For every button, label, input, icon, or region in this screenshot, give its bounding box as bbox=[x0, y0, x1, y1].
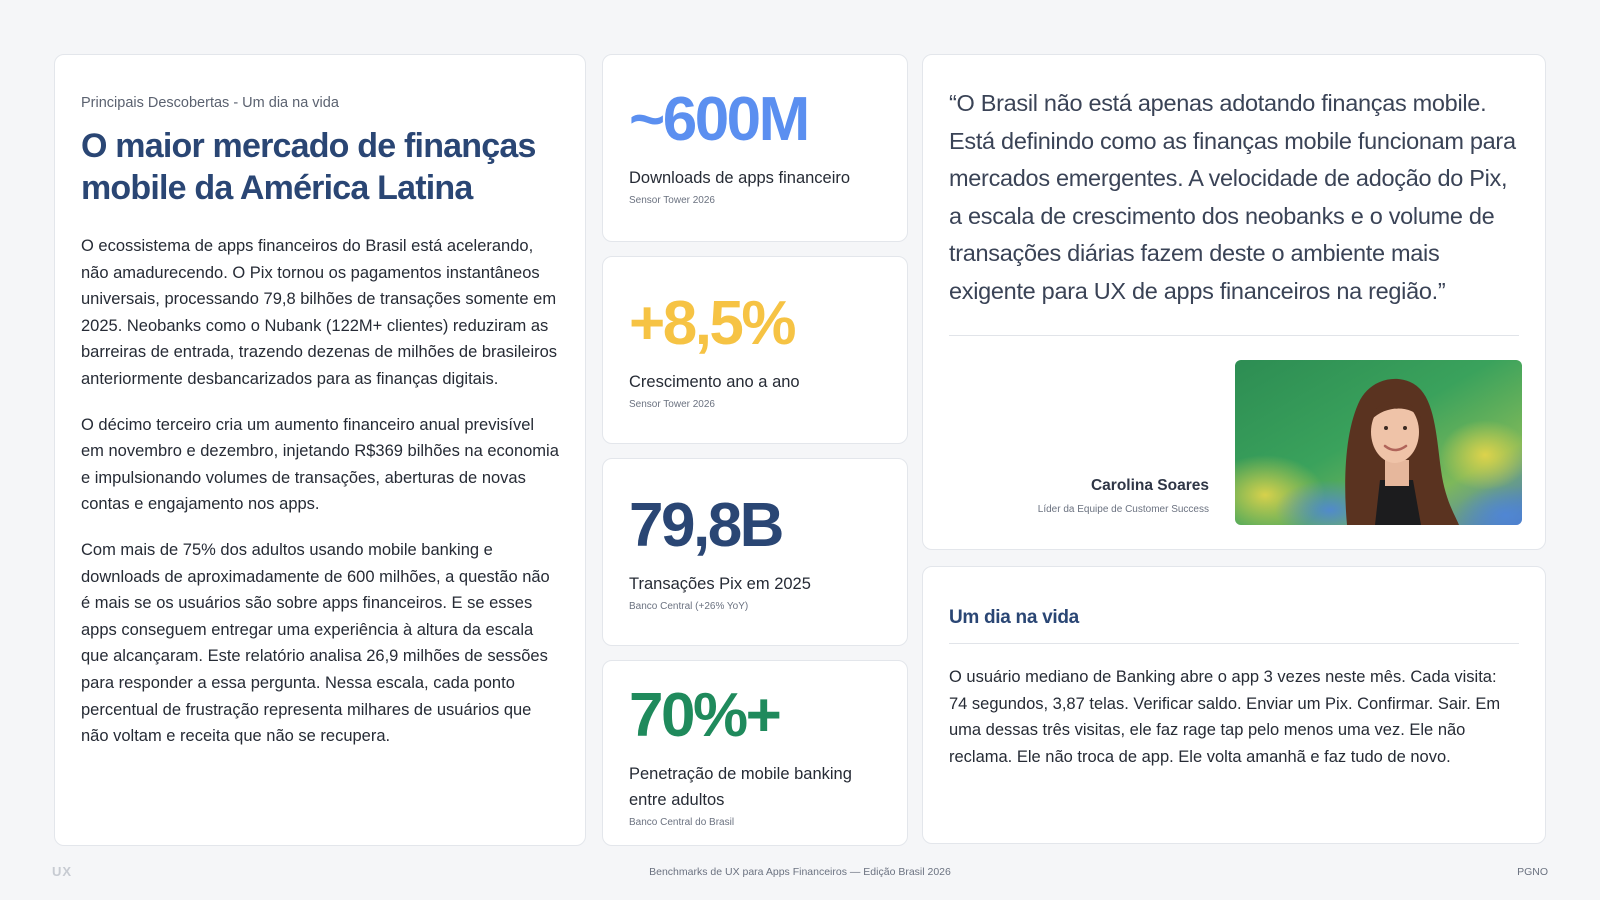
intro-paragraph-1: O ecossistema de apps financeiros do Bra… bbox=[81, 237, 558, 388]
stat-source: Banco Central (+26% YoY) bbox=[629, 601, 749, 612]
stat-card-mobile-penetration: 70%+ Penetração de mobile banking entre … bbox=[602, 660, 908, 846]
footer-logo: UX bbox=[52, 864, 73, 879]
footer-caption: Benchmarks de UX para Apps Financeiros —… bbox=[649, 866, 951, 878]
intro-paragraph-3: Com mais de 75% dos adultos usando mobil… bbox=[81, 540, 550, 746]
stat-card-growth: +8,5% Crescimento ano a ano Sensor Tower… bbox=[602, 256, 908, 444]
stat-card-pix-transactions: 79,8B Transações Pix em 2025 Banco Centr… bbox=[602, 458, 908, 646]
stat-source: Banco Central do Brasil bbox=[629, 817, 735, 828]
stat-label: Crescimento ano a ano bbox=[629, 373, 800, 391]
section-heading: Um dia na vida bbox=[949, 607, 1079, 628]
stat-label: Transações Pix em 2025 bbox=[629, 575, 811, 593]
day-in-life-card: Um dia na vida O usuário mediano de Bank… bbox=[922, 566, 1546, 844]
stat-source: Sensor Tower 2026 bbox=[629, 399, 715, 410]
divider bbox=[949, 643, 1519, 644]
stat-value: +8,5% bbox=[629, 289, 797, 358]
author-photo bbox=[1235, 360, 1522, 525]
footer-brand: PGNO bbox=[1517, 866, 1548, 878]
stat-value: ~600M bbox=[629, 85, 810, 154]
section-eyebrow: Principais Descobertas - Um dia na vida bbox=[81, 95, 339, 111]
intro-paragraph-2: O décimo terceiro cria um aumento financ… bbox=[81, 415, 559, 514]
quote-card: “O Brasil não está apenas adotando finan… bbox=[922, 54, 1546, 550]
stat-label: Penetração de mobile banking entre adult… bbox=[629, 765, 852, 809]
quote-text: “O Brasil não está apenas adotando finan… bbox=[949, 90, 1516, 304]
stat-value: 70%+ bbox=[629, 681, 782, 750]
page-title: O maior mercado de finanças mobile da Am… bbox=[81, 127, 536, 207]
intro-card: Principais Descobertas - Um dia na vida … bbox=[54, 54, 586, 846]
stat-card-downloads: ~600M Downloads de apps financeiro Senso… bbox=[602, 54, 908, 242]
quote-author-role: Líder da Equipe de Customer Success bbox=[1037, 504, 1209, 515]
stat-value: 79,8B bbox=[629, 491, 784, 560]
day-in-life-text: O usuário mediano de Banking abre o app … bbox=[949, 668, 1501, 766]
stat-label: Downloads de apps financeiro bbox=[629, 169, 851, 187]
quote-author-name: Carolina Soares bbox=[1090, 477, 1209, 494]
stat-source: Sensor Tower 2026 bbox=[629, 195, 715, 206]
divider bbox=[949, 335, 1519, 336]
